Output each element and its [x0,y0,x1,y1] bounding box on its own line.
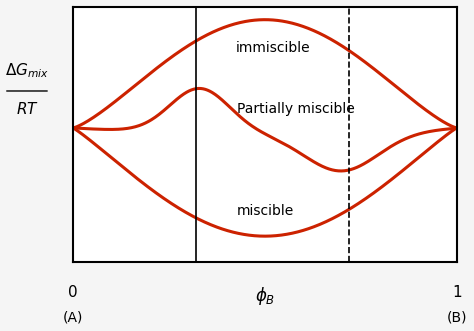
Text: immiscible: immiscible [235,41,310,55]
Text: 1: 1 [452,285,462,300]
Text: Partially miscible: Partially miscible [237,102,355,116]
Text: (A): (A) [63,310,83,324]
Text: $\phi_B$: $\phi_B$ [255,285,275,307]
Text: 0: 0 [68,285,78,300]
Text: $RT$: $RT$ [16,101,38,117]
Text: (B): (B) [447,310,467,324]
Text: miscible: miscible [236,204,293,218]
Text: $\Delta G_{mix}$: $\Delta G_{mix}$ [5,61,49,80]
